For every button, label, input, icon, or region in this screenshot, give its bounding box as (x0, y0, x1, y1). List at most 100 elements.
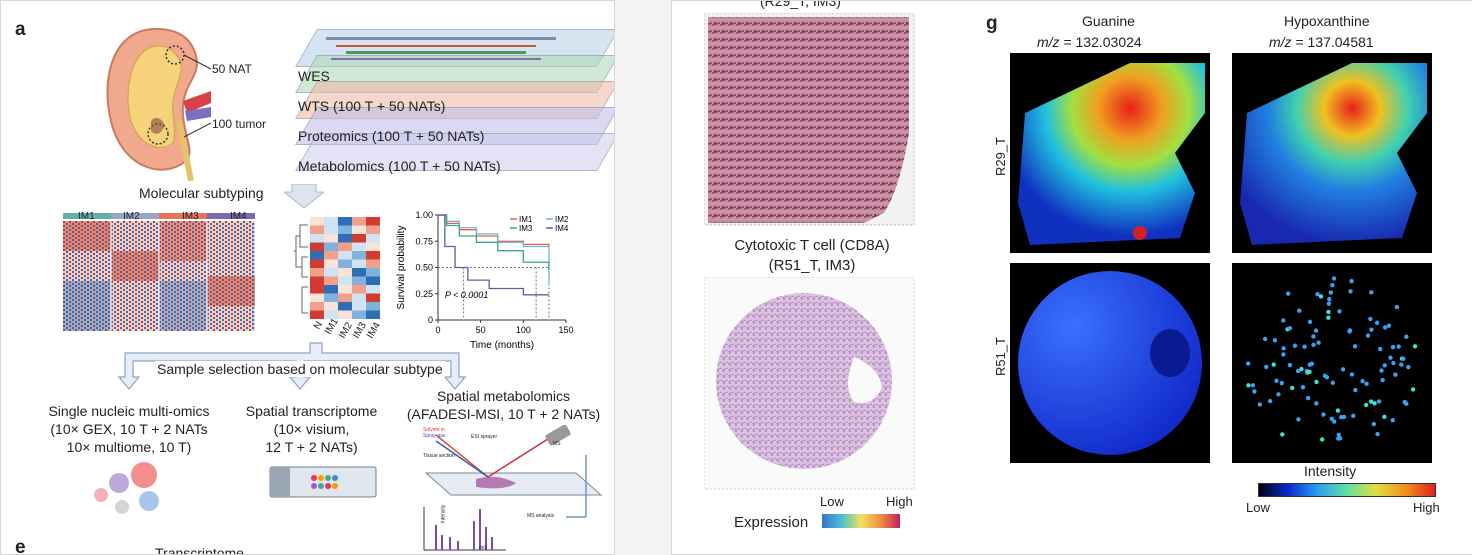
spectrum-intensity-label: Intensity (440, 504, 447, 524)
y-tick-label: 0.50 (415, 263, 433, 273)
small-heatmap-cell (338, 251, 352, 260)
intensity-dot (1351, 413, 1356, 419)
small-heatmap-cell (366, 285, 380, 294)
intensity-dot (1252, 389, 1257, 394)
intensity-dot (1276, 392, 1281, 397)
kidney-pointer-lines (183, 54, 212, 138)
intensity-label: Intensity (1304, 463, 1357, 479)
guanine-mz: m/z = 132.03024 (1037, 34, 1142, 50)
y-tick-label: 0.75 (415, 236, 433, 246)
small-heatmap-cell (338, 276, 352, 285)
small-heatmap-cell (352, 251, 366, 260)
small-heatmap-cell (310, 276, 324, 285)
small-heatmap-cell (324, 302, 338, 311)
guanine-title: Guanine (1082, 13, 1135, 29)
cells-illustration (94, 462, 159, 514)
small-heatmap-cell (324, 225, 338, 234)
intensity-dot (1376, 399, 1382, 404)
small-heatmap-cell (352, 302, 366, 311)
small-heatmap-cell (366, 234, 380, 243)
intensity-dot (1307, 369, 1312, 375)
heatmap-cells (63, 221, 255, 331)
y-tick-label: 0 (428, 315, 433, 325)
expression-low: Low (820, 494, 844, 509)
small-heatmap-cell (338, 225, 352, 234)
small-heatmap-cell (338, 268, 352, 277)
intensity-dot (1295, 368, 1301, 374)
intensity-dot (1262, 336, 1268, 342)
col1-line3: 10× multiome, 10 T) (66, 439, 192, 455)
legend-label-im1: IM1 (519, 215, 533, 224)
col2-line3: 12 T + 2 NATs) (265, 439, 358, 455)
intensity-dot (1388, 355, 1393, 360)
small-heatmap (294, 217, 380, 319)
small-heatmap-cell (338, 217, 352, 226)
intensity-dot (1326, 301, 1332, 306)
intensity-dot (1399, 362, 1404, 367)
x-axis-title: Time (months) (470, 340, 534, 351)
left-figure-panel: a 50 NAT 100 tumor WES WTS (100 T + 50 N… (0, 0, 615, 555)
legend-label-im4: IM4 (555, 224, 569, 233)
small-heatmap-cell (310, 217, 324, 226)
panel-label-e: e (15, 537, 26, 555)
small-heatmap-cell (352, 276, 366, 285)
intensity-dot (1368, 316, 1373, 322)
row-label-r51: R51_T (993, 336, 1009, 377)
small-heatmap-cell (366, 276, 380, 285)
selection-arrows (117, 342, 467, 390)
sample-selection-label: Sample selection based on molecular subt… (155, 361, 445, 377)
intensity-dot (1371, 421, 1377, 427)
layer-metabolomics-label: Metabolomics (100 T + 50 NATs) (298, 158, 501, 174)
omics-layers (276, 21, 614, 181)
intensity-dot (1328, 290, 1334, 295)
intensity-dot (1410, 387, 1416, 392)
small-heatmap-cell (324, 242, 338, 251)
ihc-title-line1: Cytotoxic T cell (CD8A) (734, 237, 890, 254)
intensity-colorbar (1258, 483, 1436, 497)
p-value-annotation: P < 0.0001 (445, 290, 488, 300)
tumor-label: 100 tumor (212, 117, 267, 131)
small-heatmap-cell (366, 251, 380, 260)
intensity-dot (1296, 417, 1301, 422)
small-heatmap-cell (324, 276, 338, 285)
intensity-dot (1396, 344, 1401, 349)
intensity-dot (1302, 344, 1307, 349)
small-heatmap-cell (338, 234, 352, 243)
intensity-dot (1326, 309, 1331, 315)
small-heatmap-cell (324, 251, 338, 260)
small-heatmap-cell (366, 293, 380, 302)
x-tick-label: 50 (476, 325, 486, 335)
col3-line2: (AFADESI-MSI, 10 T + 2 NATs) (406, 406, 601, 422)
ms-analysis-label: MS analysis (527, 513, 554, 519)
small-heatmap-cell (310, 268, 324, 277)
intensity-dot (1319, 437, 1325, 442)
intensity-dot (1369, 327, 1374, 332)
intensity-dot (1287, 325, 1293, 331)
intensity-dot (1318, 294, 1324, 299)
survival-chart: 0 0.25 0.50 0.75 1.00 0 50 100 150 Time (months) S… (396, 210, 574, 351)
col2-line2: (10× visium, (273, 421, 350, 437)
intensity-dot (1382, 325, 1388, 330)
im3-band (159, 213, 207, 219)
tissue-label: Tissue section (423, 453, 455, 459)
small-heatmap-cell (366, 242, 380, 251)
small-heatmap-cell (324, 310, 338, 319)
col2-text: Spatial transcriptome (10× visium, 12 T … (229, 402, 394, 456)
expression-colorbar (822, 514, 900, 528)
msi-hypox-r51 (1232, 263, 1432, 463)
intensity-dot (1330, 380, 1335, 386)
hypoxanthine-mz: m/z = 137.04581 (1269, 34, 1374, 50)
im4-band (207, 213, 255, 219)
hypox-mz-label: m/z (1269, 34, 1292, 50)
small-heatmap-cell (310, 242, 324, 251)
intensity-high: High (1413, 500, 1440, 515)
intensity-dot (1307, 319, 1313, 325)
intensity-dot (1326, 315, 1331, 320)
intensity-dot (1375, 431, 1380, 437)
intensity-dot (1267, 398, 1273, 404)
intensity-dot (1335, 408, 1341, 413)
intensity-dot (1337, 436, 1343, 441)
intensity-dot (1406, 364, 1411, 370)
intensity-dot (1314, 379, 1319, 385)
intensity-dot (1287, 362, 1293, 368)
